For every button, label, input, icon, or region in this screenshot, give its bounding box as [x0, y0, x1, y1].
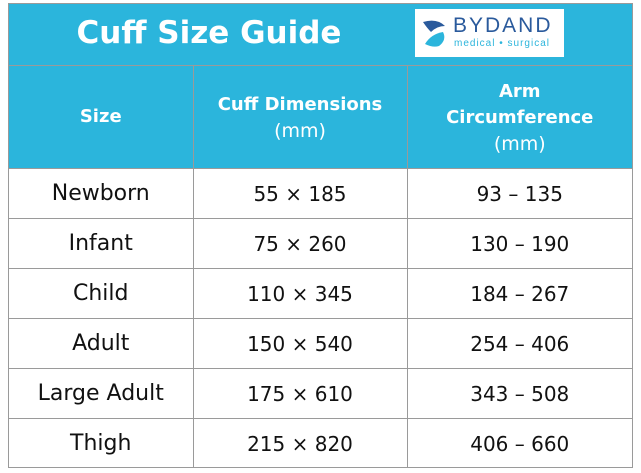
logo-icon	[423, 20, 445, 47]
table-cell: Infant	[9, 218, 194, 269]
column-header: Arm Circumference (mm)	[407, 66, 632, 169]
column-title: Arm Circumference	[446, 81, 594, 128]
column-header: Size	[9, 66, 194, 169]
logo: BYDAND medical • surgical	[415, 9, 564, 57]
table-cell: Newborn	[9, 168, 194, 219]
column-title: Size	[79, 106, 122, 127]
table-row: Child 110 × 345 184 – 267	[9, 268, 632, 319]
table-cell: Adult	[9, 318, 194, 369]
guide: Cuff Size Guide BYDAND medical • surgica…	[8, 3, 633, 468]
size-table: Size Cuff Dimensions (mm) Arm Circumference…	[9, 66, 632, 468]
table-cell: 110 × 345	[193, 268, 408, 319]
table-cell: 215 × 820	[193, 418, 408, 468]
table-cell: Child	[9, 268, 194, 319]
table-cell: 254 – 406	[407, 318, 632, 369]
header: Cuff Size Guide BYDAND medical • surgica…	[9, 4, 632, 66]
table-cell: Large Adult	[9, 368, 194, 419]
table-cell: 406 – 660	[470, 431, 570, 456]
table-cell: 175 × 610	[193, 368, 408, 419]
logo-tagline: medical • surgical	[454, 38, 550, 49]
table-row: Large Adult 175 × 610 343 – 508	[9, 368, 632, 419]
table-row: Newborn 55 × 185 93 – 135	[9, 168, 632, 219]
table-row: Adult 150 × 540 254 – 406	[9, 318, 632, 369]
table-cell: Thigh	[9, 418, 194, 468]
table-row: Infant 75 × 260 130 – 190	[9, 218, 632, 269]
table-cell: 343 – 508	[407, 368, 632, 419]
header-row: Size Cuff Dimensions (mm) Arm Circumference…	[9, 66, 632, 169]
column-unit: (mm)	[274, 120, 326, 142]
table-cell: 55 × 185	[193, 168, 408, 219]
column-header: Cuff Dimensions (mm)	[193, 66, 408, 169]
column-unit: (mm)	[493, 133, 546, 155]
table-cell: 75 × 260	[193, 218, 408, 269]
column-title: Cuff Dimensions	[217, 94, 383, 115]
table-row: Thigh 215 × 820 406 – 660	[9, 418, 632, 468]
table-cell: 93 – 135	[407, 168, 632, 219]
table-cell: 130 – 190	[407, 218, 632, 269]
title: Cuff Size Guide	[76, 15, 342, 51]
logo-name: BYDAND	[453, 14, 553, 37]
table-cell: 184 – 267	[407, 268, 632, 319]
table-cell: 150 × 540	[193, 318, 408, 369]
